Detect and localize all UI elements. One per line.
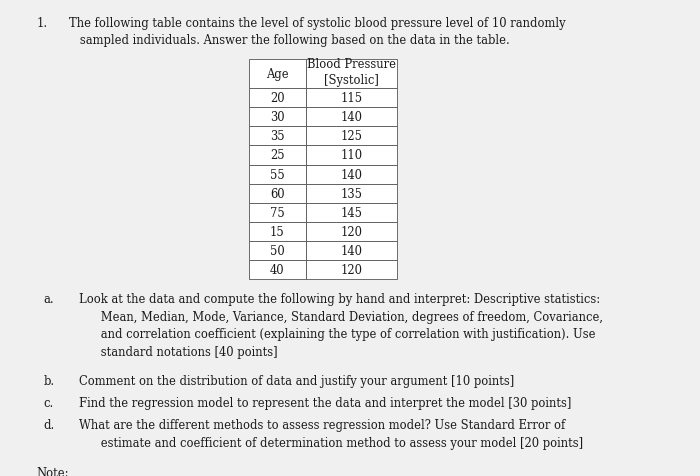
Text: 15: 15 <box>270 225 285 238</box>
Text: What are the different methods to assess regression model? Use Standard Error of: What are the different methods to assess… <box>79 418 583 449</box>
Text: 35: 35 <box>270 130 284 143</box>
Text: 140: 140 <box>340 111 363 124</box>
Text: a.: a. <box>43 293 54 306</box>
Text: d.: d. <box>43 418 55 431</box>
Text: 30: 30 <box>270 111 284 124</box>
Text: The following table contains the level of systolic blood pressure level of 10 ra: The following table contains the level o… <box>69 17 565 47</box>
Text: Comment on the distribution of data and justify your argument [10 points]: Comment on the distribution of data and … <box>79 375 514 387</box>
Text: 140: 140 <box>340 244 363 258</box>
Text: 120: 120 <box>340 225 363 238</box>
Text: Age: Age <box>266 68 288 81</box>
Text: b.: b. <box>43 375 55 387</box>
Text: 40: 40 <box>270 263 284 277</box>
Text: 120: 120 <box>340 263 363 277</box>
Text: 20: 20 <box>270 92 284 105</box>
Text: 115: 115 <box>340 92 363 105</box>
Text: 110: 110 <box>340 149 363 162</box>
Text: 145: 145 <box>340 206 363 219</box>
Text: Look at the data and compute the following by hand and interpret: Descriptive st: Look at the data and compute the followi… <box>79 293 603 358</box>
Text: 1.: 1. <box>36 17 48 30</box>
Text: 140: 140 <box>340 168 363 181</box>
Text: Find the regression model to represent the data and interpret the model [30 poin: Find the regression model to represent t… <box>79 397 571 409</box>
Text: 50: 50 <box>270 244 285 258</box>
Text: 75: 75 <box>270 206 285 219</box>
Text: 60: 60 <box>270 187 284 200</box>
Text: c.: c. <box>43 397 54 409</box>
Text: 55: 55 <box>270 168 285 181</box>
Text: 135: 135 <box>340 187 363 200</box>
Text: Blood Pressure
[Systolic]: Blood Pressure [Systolic] <box>307 58 396 86</box>
Text: 125: 125 <box>340 130 363 143</box>
Text: Note:: Note: <box>36 466 69 476</box>
Text: 25: 25 <box>270 149 284 162</box>
